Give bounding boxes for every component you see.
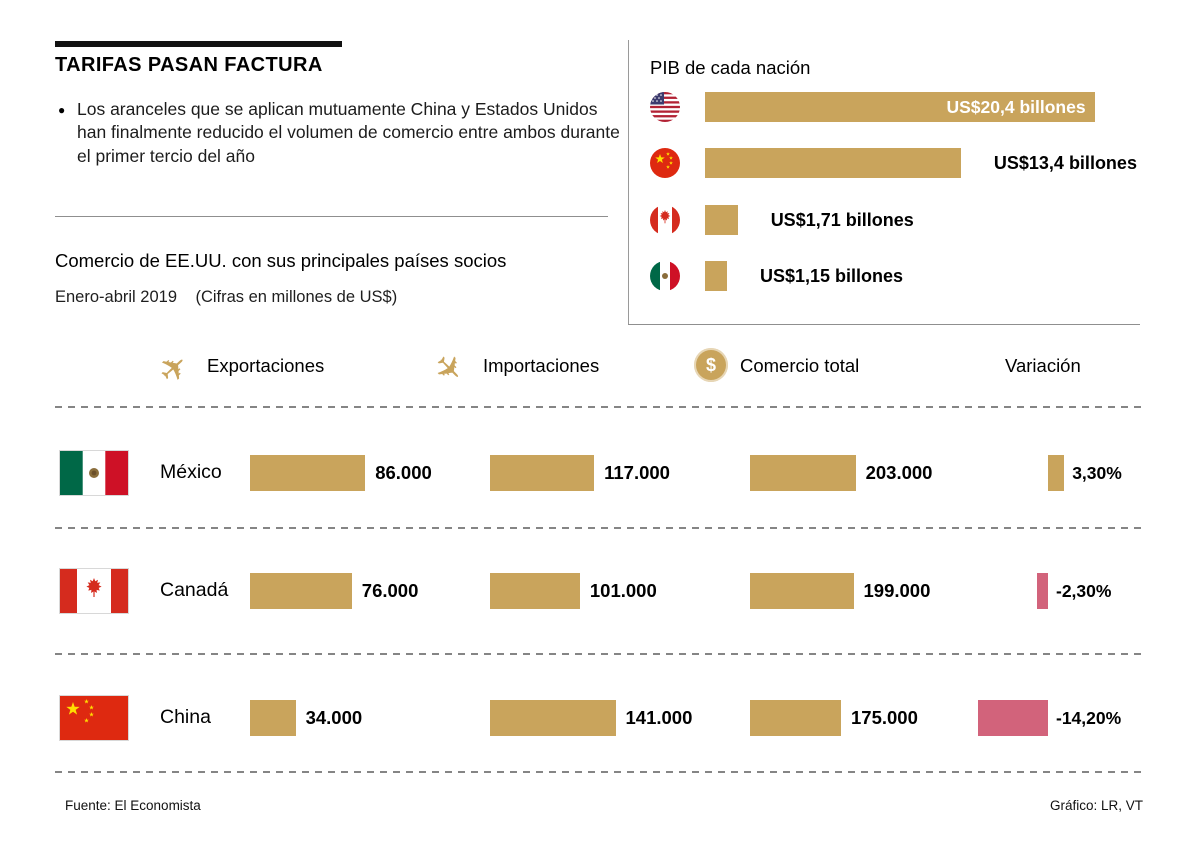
pib-panel-title: PIB de cada nación bbox=[650, 57, 811, 78]
exports-cell: 76.000 bbox=[250, 573, 418, 609]
imports-bar bbox=[490, 573, 580, 609]
imports-value: 101.000 bbox=[589, 580, 657, 601]
pib-row-canada: US$1,71 billones bbox=[650, 205, 914, 235]
pib-bar-canada bbox=[705, 205, 738, 235]
china-flag bbox=[60, 696, 128, 740]
mexico-flag-icon bbox=[650, 261, 680, 291]
total-value: 175.000 bbox=[851, 707, 918, 728]
page-title: TARIFAS PASAN FACTURA bbox=[55, 54, 323, 76]
imports-cell: 141.000 bbox=[490, 700, 692, 736]
exports-bar bbox=[250, 573, 352, 609]
variation-value: -2,30% bbox=[1056, 581, 1112, 601]
total-value: 199.000 bbox=[863, 580, 931, 601]
pib-value-usa: US$20,4 billones bbox=[946, 97, 1086, 117]
imports-cell: 117.000 bbox=[490, 455, 670, 491]
column-header-variation: Variación bbox=[1005, 355, 1081, 376]
imports-plane-icon: ✈ bbox=[424, 345, 472, 393]
trade-section-subtitle: Enero-abril 2019 (Cifras en millones de … bbox=[55, 288, 397, 307]
mexico-flag bbox=[60, 451, 128, 495]
column-header-exports: Exportaciones bbox=[207, 355, 325, 376]
trade-units-note: (Cifras en millones de US$) bbox=[195, 288, 398, 306]
title-underline bbox=[55, 41, 342, 47]
total-bar bbox=[750, 455, 856, 491]
canada-flag-icon bbox=[650, 205, 680, 235]
pib-value-china: US$13,4 billones bbox=[993, 153, 1137, 173]
pib-value-mexico: US$1,15 billones bbox=[760, 266, 904, 286]
exports-value: 76.000 bbox=[361, 580, 419, 601]
column-header-total: Comercio total bbox=[740, 355, 860, 376]
imports-value: 141.000 bbox=[625, 707, 693, 728]
table-row-china: China 34.000 141.000 175.000 -14,20% bbox=[0, 696, 1200, 740]
pib-bar-china bbox=[705, 148, 961, 178]
exports-bar bbox=[250, 455, 366, 491]
source-credit: Fuente: El Economista bbox=[65, 798, 201, 813]
total-bar bbox=[750, 573, 854, 609]
pib-panel-left-border bbox=[628, 40, 629, 324]
pib-panel-bottom-border bbox=[628, 324, 1140, 325]
intro-text: Los aranceles que se aplican mutuamente … bbox=[77, 99, 620, 166]
canada-flag bbox=[60, 569, 128, 613]
total-bar bbox=[750, 700, 841, 736]
column-header-imports: Importaciones bbox=[483, 355, 600, 376]
left-divider bbox=[55, 216, 608, 217]
table-row-canada: Canadá 76.000 101.000 199.000 -2,30% bbox=[0, 569, 1200, 613]
table-row-mexico: México 86.000 117.000 203.000 3,30% bbox=[0, 451, 1200, 495]
imports-bar bbox=[490, 700, 616, 736]
pib-row-china: US$13,4 billones bbox=[650, 148, 1137, 178]
exports-cell: 86.000 bbox=[250, 455, 432, 491]
variation-bar bbox=[978, 700, 1048, 736]
column-header-row: ✈ Exportaciones ✈ Importaciones $ Comerc… bbox=[0, 344, 1200, 393]
row-divider bbox=[55, 527, 1145, 529]
graphic-credit: Gráfico: LR, VT bbox=[1049, 798, 1143, 813]
total-cell: 203.000 bbox=[750, 455, 932, 491]
trade-section-title: Comercio de EE.UU. con sus principales p… bbox=[55, 250, 507, 271]
imports-cell: 101.000 bbox=[490, 573, 657, 609]
variation-cell: 3,30% bbox=[978, 455, 1200, 491]
imports-bar bbox=[490, 455, 595, 491]
pib-row-usa: US$20,4 billones bbox=[650, 92, 1095, 122]
canada-flag-icon bbox=[60, 569, 128, 613]
exports-cell: 34.000 bbox=[250, 700, 362, 736]
total-cell: 175.000 bbox=[750, 700, 918, 736]
pib-value-canada: US$1,71 billones bbox=[770, 210, 914, 230]
total-cell: 199.000 bbox=[750, 573, 930, 609]
trade-period: Enero-abril 2019 bbox=[55, 288, 177, 306]
mexico-flag-icon bbox=[60, 451, 128, 495]
variation-cell: -14,20% bbox=[978, 700, 1200, 736]
variation-bar bbox=[1036, 573, 1048, 609]
variation-value: 3,30% bbox=[1072, 463, 1122, 483]
row-divider bbox=[55, 771, 1145, 773]
exports-value: 34.000 bbox=[305, 707, 363, 728]
total-value: 203.000 bbox=[865, 462, 933, 483]
country-label: México bbox=[160, 461, 222, 483]
exports-value: 86.000 bbox=[375, 462, 432, 483]
china-flag-icon bbox=[60, 696, 128, 740]
china-flag-icon bbox=[650, 148, 680, 178]
country-label: Canadá bbox=[160, 579, 229, 601]
imports-value: 117.000 bbox=[604, 462, 670, 483]
bullet-icon: ● bbox=[58, 103, 66, 117]
row-divider bbox=[55, 653, 1145, 655]
variation-value: -14,20% bbox=[1056, 708, 1122, 728]
variation-cell: -2,30% bbox=[978, 573, 1200, 609]
exports-bar bbox=[250, 700, 296, 736]
country-label: China bbox=[160, 706, 211, 728]
row-divider bbox=[55, 406, 1145, 408]
exports-plane-icon: ✈ bbox=[150, 345, 198, 393]
usa-flag-icon bbox=[650, 92, 680, 122]
coin-icon: $ bbox=[694, 348, 728, 382]
pib-bar-usa: US$20,4 billones bbox=[705, 92, 1095, 122]
pib-row-mexico: US$1,15 billones bbox=[650, 261, 903, 291]
pib-bar-mexico bbox=[705, 261, 727, 291]
variation-bar bbox=[1048, 455, 1065, 491]
